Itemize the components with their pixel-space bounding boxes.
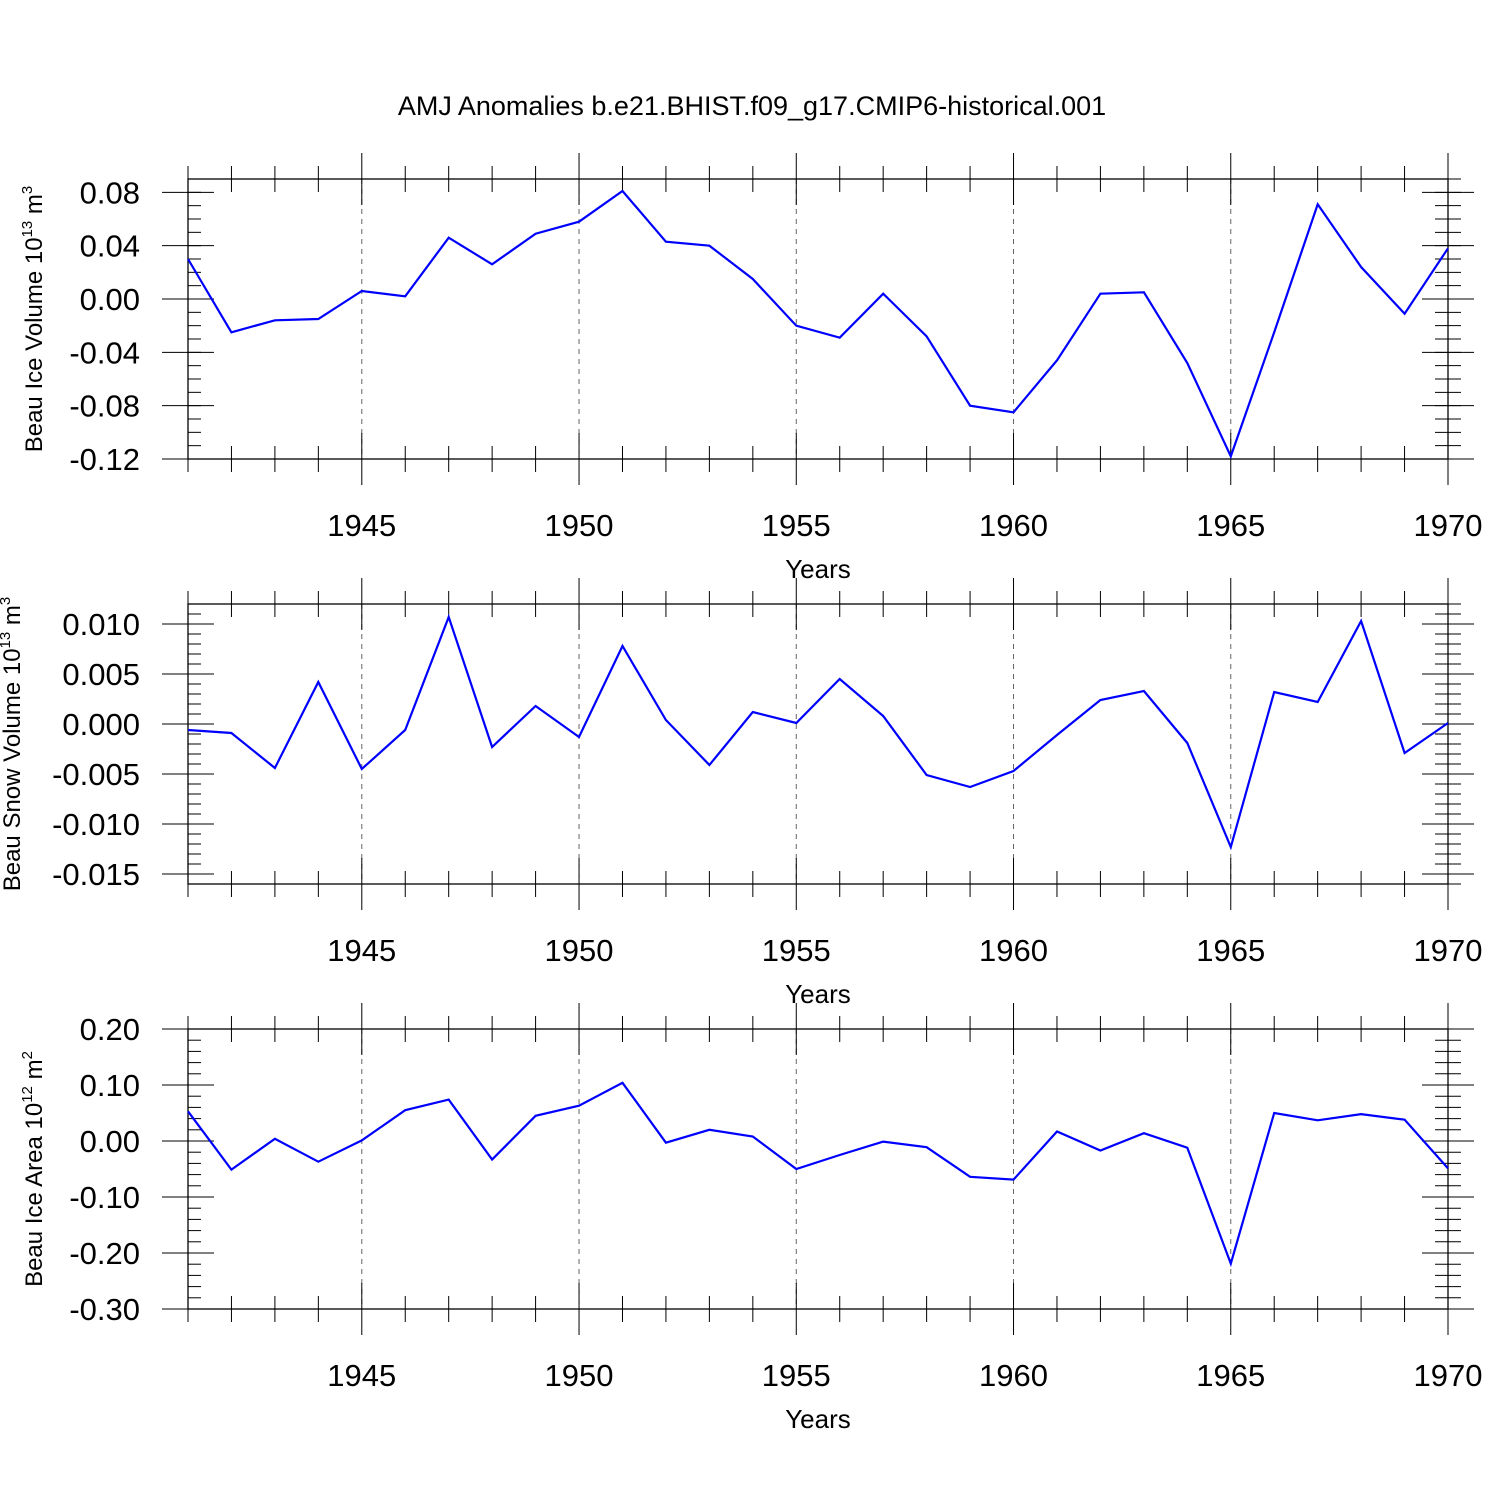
panel-2: 0.010 0.005 0.000 -0.005 -0.010 -0.015 1945 195… — [0, 578, 1482, 1009]
y-axis-label-main: Beau Ice Volume 10 — [21, 237, 48, 452]
y-axis-label-unit-exp: 3 — [0, 597, 14, 605]
series-line-beau-ice-volume — [187, 189, 1449, 460]
x-axis-label: Years — [785, 554, 851, 584]
x-tick-label: 1965 — [1196, 933, 1265, 968]
y-tick-label: 0.10 — [80, 1068, 140, 1103]
plot-frame — [187, 178, 1449, 460]
figure-title: AMJ Anomalies b.e21.BHIST.f09_g17.CMIP6-… — [398, 91, 1106, 121]
y-axis-label: Beau Snow Volume 1013 m3 — [0, 597, 26, 892]
y-tick-label: -0.12 — [69, 442, 140, 477]
y-axis-label-main: Beau Snow Volume 10 — [0, 648, 26, 891]
x-tick-label: 1965 — [1196, 508, 1265, 543]
y-tick-label: 0.08 — [80, 175, 140, 210]
x-axis-label: Years — [785, 1404, 851, 1434]
y-tick-label: -0.10 — [69, 1180, 140, 1215]
panels-container: 0.08 0.04 0.00 -0.04 -0.08 -0.12 1945 1950 1955 1… — [0, 153, 1482, 1434]
panel-1: 0.08 0.04 0.00 -0.04 -0.08 -0.12 1945 1950 1955 1… — [19, 153, 1482, 584]
y-axis-label-unit: m — [0, 605, 26, 632]
y-axis-label-unit: m — [21, 194, 48, 221]
series-line-beau-snow-volume — [187, 613, 1449, 851]
y-tick-label: -0.30 — [69, 1292, 140, 1327]
x-tick-label: 1945 — [327, 933, 396, 968]
x-tick-label: 1960 — [979, 508, 1048, 543]
x-tick-label: 1945 — [327, 508, 396, 543]
y-axis-label-exp: 13 — [0, 632, 14, 649]
y-axis-label: Beau Ice Volume 1013 m3 — [19, 186, 48, 453]
x-tick-label: 1970 — [1414, 1358, 1483, 1393]
x-tick-label: 1960 — [979, 933, 1048, 968]
x-tick-label: 1955 — [762, 1358, 831, 1393]
series-line-beau-ice-area — [187, 1081, 1449, 1268]
y-tick-label: 0.005 — [62, 657, 140, 692]
y-tick-label: 0.20 — [80, 1012, 140, 1047]
panel-3: 0.20 0.10 0.00 -0.10 -0.20 -0.30 1945 1950 1955 1… — [19, 1003, 1482, 1434]
x-axis-label: Years — [785, 979, 851, 1009]
y-tick-label: -0.08 — [69, 389, 140, 424]
x-tick-label: 1955 — [762, 933, 831, 968]
x-tick-label: 1960 — [979, 1358, 1048, 1393]
y-tick-label: 0.00 — [80, 1124, 140, 1159]
x-tick-label: 1970 — [1414, 933, 1483, 968]
y-axis-label-exp: 12 — [19, 1086, 36, 1103]
y-tick-label: 0.000 — [62, 707, 140, 742]
y-axis-label-exp: 13 — [19, 221, 36, 238]
y-tick-label: 0.00 — [80, 282, 140, 317]
y-tick-label: -0.005 — [52, 757, 140, 792]
x-tick-label: 1945 — [327, 1358, 396, 1393]
x-tick-label: 1950 — [545, 933, 614, 968]
y-tick-label: -0.015 — [52, 857, 140, 892]
x-tick-label: 1950 — [545, 1358, 614, 1393]
plot-frame — [187, 1028, 1449, 1310]
plot-frame — [187, 603, 1449, 885]
y-tick-label: 0.04 — [80, 229, 140, 264]
y-tick-label: -0.20 — [69, 1236, 140, 1271]
x-tick-label: 1970 — [1414, 508, 1483, 543]
x-tick-label: 1955 — [762, 508, 831, 543]
y-tick-label: -0.010 — [52, 807, 140, 842]
x-tick-label: 1965 — [1196, 1358, 1265, 1393]
y-axis-label-unit-exp: 2 — [19, 1051, 36, 1059]
y-axis-label-unit: m — [21, 1059, 48, 1086]
y-axis-label: Beau Ice Area 1012 m2 — [19, 1051, 48, 1287]
x-tick-label: 1950 — [545, 508, 614, 543]
y-tick-label: 0.010 — [62, 607, 140, 642]
y-axis-label-unit-exp: 3 — [19, 186, 36, 194]
y-tick-label: -0.04 — [69, 335, 140, 370]
y-axis-label-main: Beau Ice Area 10 — [21, 1103, 48, 1287]
